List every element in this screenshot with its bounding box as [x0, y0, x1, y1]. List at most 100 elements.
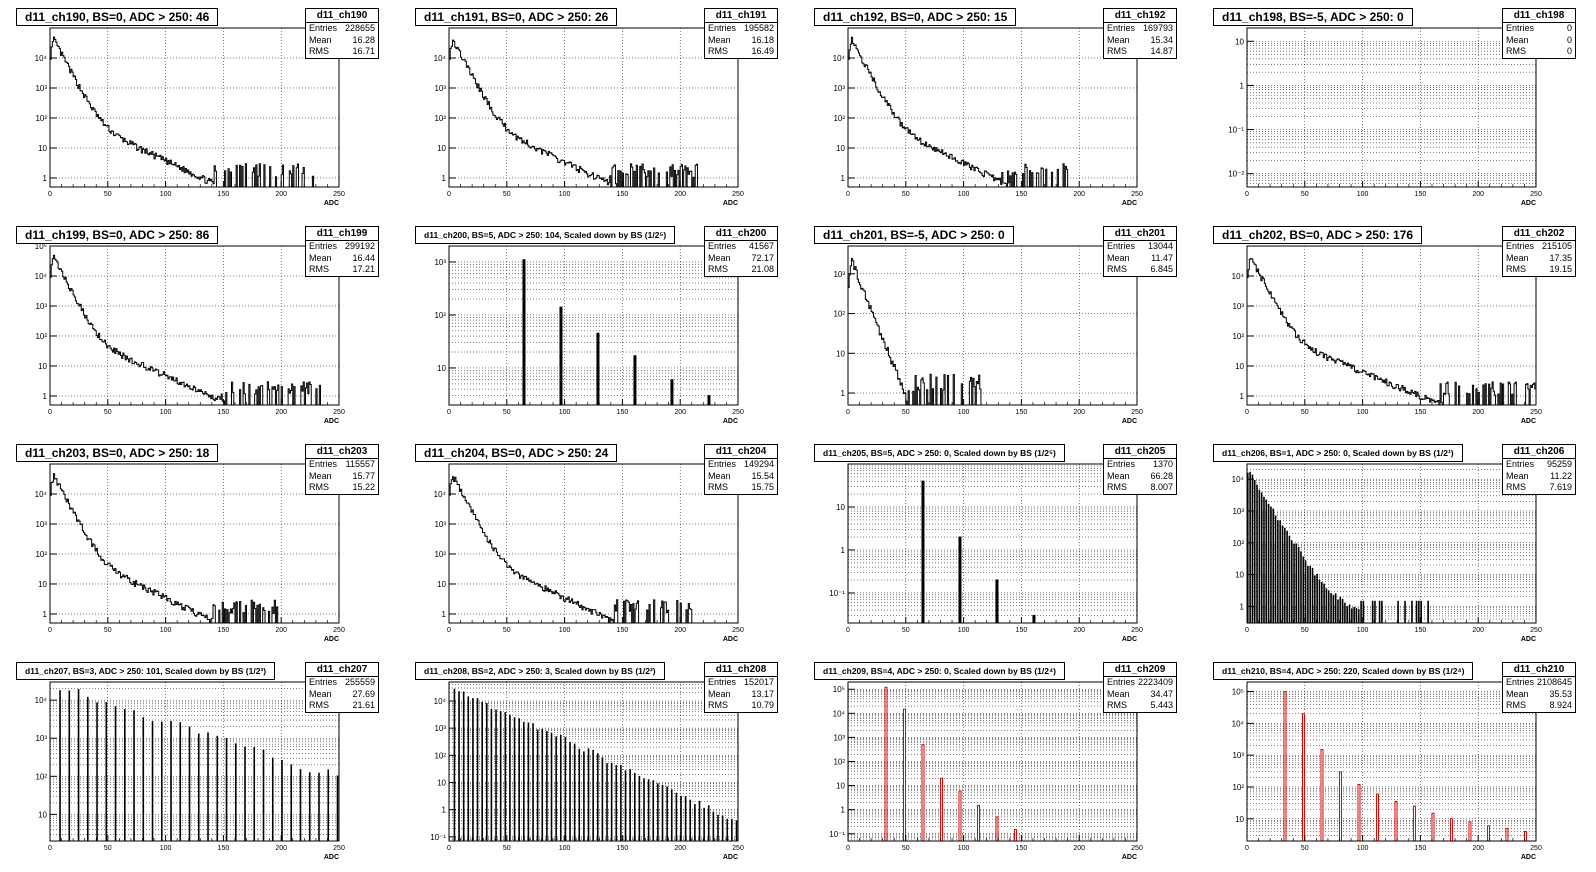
x-tick-label: 50	[104, 845, 112, 852]
histogram-bar	[1486, 825, 1490, 842]
plot-frame	[49, 463, 340, 624]
stats-row-mean: Mean 15.34	[1104, 35, 1176, 47]
stats-value: 16.71	[352, 46, 375, 56]
histogram-plot: 0 50 100 150 200 250 ADC 1 10 10² 10³ 10⁴	[434, 463, 744, 643]
histogram-bar	[1412, 805, 1416, 842]
histogram-bar	[151, 721, 154, 841]
stats-row-mean: Mean 15.77	[306, 471, 378, 483]
stats-histogram-name: d11_ch205	[1104, 445, 1176, 459]
stats-box: d11_ch198 Entries 0 Mean 0 RMS 0	[1502, 8, 1576, 59]
histogram-bar	[1351, 608, 1353, 623]
histogram-title: d11_ch204, BS=0, ADC > 250: 24	[415, 444, 618, 462]
grid-lines	[449, 28, 738, 187]
stats-label: RMS	[708, 264, 728, 274]
stats-label: Entries	[708, 241, 737, 251]
stats-label: Entries	[1506, 23, 1535, 33]
stats-row-rms: RMS 0	[1503, 46, 1575, 58]
stats-label: RMS	[1506, 482, 1526, 492]
histogram-bar	[555, 736, 557, 841]
histogram-bar	[262, 749, 265, 841]
stats-label: RMS	[1107, 46, 1127, 56]
y-tick-label: 10⁻²	[1228, 170, 1244, 179]
histogram-bar	[318, 772, 320, 841]
y-tick-label: 10	[437, 778, 446, 787]
x-axis-label: ADC	[1122, 854, 1137, 861]
y-tick-label: 10	[1235, 362, 1244, 371]
histogram-bar	[1394, 800, 1398, 842]
histogram-bar	[532, 723, 534, 841]
histogram-plot: 0 50 100 150 200 250 ADC 10⁻¹ 1 10	[829, 463, 1143, 643]
plot-frame	[1246, 27, 1537, 188]
histogram-bar	[1270, 506, 1272, 623]
histogram-bar	[976, 804, 980, 842]
x-tick-label: 100	[559, 191, 571, 198]
stats-label: Mean	[1107, 252, 1130, 263]
stats-box: d11_ch191 Entries 195582 Mean 16.18 RMS 16.49	[704, 8, 778, 59]
histogram-bar	[1316, 573, 1318, 623]
stats-label: RMS	[1107, 264, 1127, 274]
x-tick-label: 150	[617, 845, 629, 852]
y-tick-label: 10⁵	[1232, 688, 1244, 697]
histogram-bar	[712, 811, 715, 841]
histogram-title: d11_ch207, BS=3, ADC > 250: 101, Scaled …	[16, 662, 276, 680]
stats-value: 2108645	[1536, 677, 1572, 687]
y-tick-label: 1	[1240, 602, 1245, 611]
stats-row-rms: RMS 8.924	[1503, 700, 1575, 712]
plot-frame	[448, 245, 739, 406]
x-tick-label: 250	[732, 627, 744, 634]
x-tick-label: 0	[447, 409, 451, 416]
stats-row-entries: Entries 149294	[705, 459, 777, 471]
x-tick-label: 250	[732, 409, 744, 416]
histogram-bar	[197, 733, 200, 841]
x-tick-label: 100	[160, 845, 172, 852]
y-tick-label: 1	[1240, 392, 1245, 401]
histogram-bar	[513, 717, 516, 841]
histogram-bar	[1320, 749, 1324, 842]
stats-row-entries: Entries 255559	[306, 677, 378, 689]
histogram-bar	[721, 815, 724, 841]
histogram-bar	[550, 733, 553, 841]
y-tick-label: 10²	[833, 114, 845, 123]
histogram-plot: 0 50 100 150 200 250 ADC 1 10 10² 10³ 10⁴ 10⁵	[35, 242, 345, 425]
y-tick-label: 1	[43, 610, 48, 619]
y-tick-label: 10	[1235, 37, 1244, 46]
histogram-title: d11_ch200, BS=5, ADC > 250: 104, Scaled …	[415, 226, 676, 244]
x-tick-label: 200	[1073, 845, 1085, 852]
y-tick-label: 10²	[35, 550, 47, 559]
histogram-bar	[564, 736, 567, 841]
histogram-bar	[1334, 593, 1337, 623]
y-tick-label: 10⁴	[35, 490, 48, 499]
histogram-bar	[1256, 484, 1258, 623]
histogram-bar	[939, 777, 943, 842]
histogram-title: d11_ch198, BS=-5, ADC > 250: 0	[1213, 8, 1413, 26]
stats-histogram-name: d11_ch191	[705, 9, 777, 23]
histogram-bar	[1468, 821, 1472, 842]
x-tick-label: 50	[104, 627, 112, 634]
y-tick-label: 1	[442, 610, 447, 619]
stats-row-entries: Entries 169793	[1104, 23, 1176, 35]
y-tick-label: 1	[1240, 81, 1245, 90]
histogram-bar	[652, 780, 655, 841]
y-tick-label: 10⁴	[35, 54, 48, 63]
stats-label: Mean	[708, 34, 731, 45]
stats-value: 35.53	[1549, 688, 1572, 699]
x-tick-label: 0	[1245, 409, 1249, 416]
histogram-bar	[1293, 543, 1295, 623]
stats-box: d11_ch190 Entries 228655 Mean 16.28 RMS 16.71	[305, 8, 379, 59]
histogram-bar	[647, 779, 650, 841]
stats-value: 7.619	[1549, 482, 1572, 492]
stats-row-rms: RMS 6.845	[1104, 264, 1176, 276]
stats-value: 41567	[748, 241, 774, 251]
histogram-bar	[458, 691, 460, 841]
histogram-title: d11_ch192, BS=0, ADC > 250: 15	[814, 8, 1017, 26]
y-tick-label: 10²	[434, 751, 446, 760]
histogram-bar	[216, 735, 219, 841]
x-tick-label: 50	[902, 845, 910, 852]
stats-value: 299192	[344, 241, 375, 251]
histogram-bar	[1337, 599, 1339, 623]
stats-label: Entries	[309, 459, 338, 469]
plot-frame	[448, 27, 739, 188]
grid-lines	[1247, 464, 1536, 624]
x-tick-label: 100	[958, 627, 970, 634]
histogram-panel: 0 50 100 150 200 250 ADC 1 10 10² 10³ 10⁴ d11_ch202,…	[1197, 218, 1596, 436]
